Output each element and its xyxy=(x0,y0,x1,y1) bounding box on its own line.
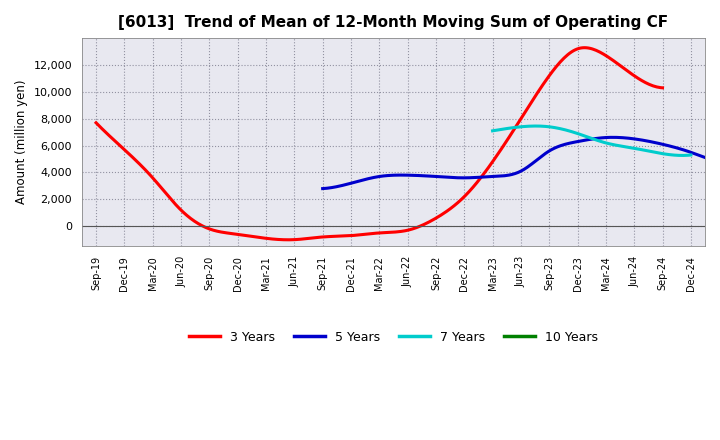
7 Years xyxy=(531,123,540,128)
3 Years xyxy=(571,47,580,52)
7 Years xyxy=(606,141,615,147)
3 Years xyxy=(609,58,618,63)
7 Years xyxy=(678,153,687,158)
7 Years xyxy=(607,142,616,147)
5 Years xyxy=(587,136,595,142)
5 Years xyxy=(318,186,327,191)
Y-axis label: Amount (million yen): Amount (million yen) xyxy=(15,80,28,205)
Line: 5 Years: 5 Years xyxy=(323,137,720,189)
7 Years xyxy=(686,152,695,158)
3 Years xyxy=(94,122,102,127)
7 Years xyxy=(669,152,678,158)
5 Years xyxy=(595,136,604,141)
5 Years xyxy=(320,186,328,191)
7 Years xyxy=(488,128,497,133)
Legend: 3 Years, 5 Years, 7 Years, 10 Years: 3 Years, 5 Years, 7 Years, 10 Years xyxy=(184,326,603,348)
3 Years xyxy=(431,216,439,221)
5 Years xyxy=(588,136,597,142)
7 Years xyxy=(611,142,619,147)
3 Years xyxy=(580,45,589,50)
Line: 3 Years: 3 Years xyxy=(96,48,662,240)
5 Years xyxy=(608,135,616,140)
Line: 7 Years: 7 Years xyxy=(492,126,690,155)
5 Years xyxy=(702,155,711,161)
3 Years xyxy=(91,120,100,125)
7 Years xyxy=(656,150,665,156)
Title: [6013]  Trend of Mean of 12-Month Moving Sum of Operating CF: [6013] Trend of Mean of 12-Month Moving … xyxy=(118,15,668,30)
3 Years xyxy=(441,210,449,215)
7 Years xyxy=(489,128,498,133)
3 Years xyxy=(283,237,292,242)
3 Years xyxy=(658,85,667,91)
3 Years xyxy=(429,217,438,222)
